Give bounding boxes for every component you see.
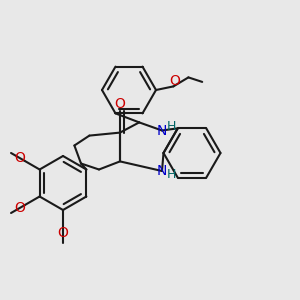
Text: O: O xyxy=(14,201,25,215)
Text: O: O xyxy=(14,151,25,165)
Text: O: O xyxy=(169,74,180,88)
Text: O: O xyxy=(58,226,68,240)
Text: N: N xyxy=(157,164,167,178)
Text: H: H xyxy=(166,120,176,134)
Text: H: H xyxy=(166,168,176,181)
Text: N: N xyxy=(157,124,167,137)
Text: O: O xyxy=(115,98,125,111)
